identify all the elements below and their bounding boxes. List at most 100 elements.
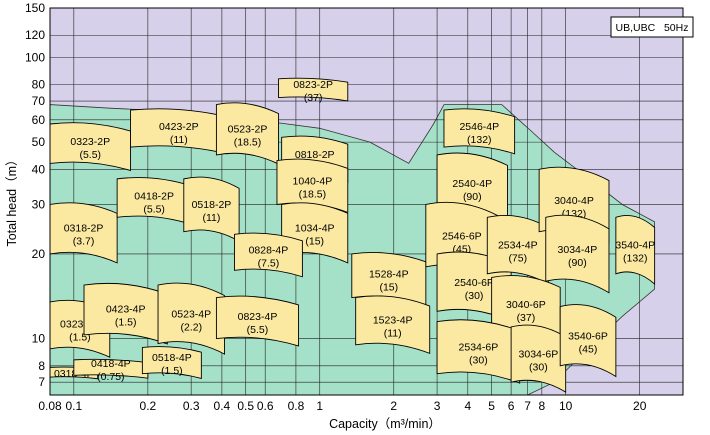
x-tick-label: 0.3 xyxy=(183,399,200,413)
model-label: 1034-4P xyxy=(295,223,335,235)
model-label: 0518-4P xyxy=(152,352,192,364)
model-3540-4P: 3540-4P(132) xyxy=(615,214,656,285)
model-power: (30) xyxy=(469,354,488,366)
model-label: 2540-4P xyxy=(452,178,492,190)
y-tick-label: 50 xyxy=(32,135,46,149)
model-0518-2P: 0518-2P(11) xyxy=(183,176,240,243)
model-power: (5.5) xyxy=(143,204,165,216)
model-power: (132) xyxy=(467,134,492,146)
model-region xyxy=(615,214,656,285)
model-label: 2534-4P xyxy=(498,240,538,252)
model-label: 0828-4P xyxy=(249,245,289,257)
x-tick-label: 7 xyxy=(524,399,531,413)
model-power: (1.5) xyxy=(161,365,183,377)
model-2534-6P: 2534-6P(30) xyxy=(436,319,521,384)
model-label: 0423-4P xyxy=(106,304,146,316)
model-power: (11) xyxy=(384,327,402,339)
model-power: (18.5) xyxy=(234,136,261,148)
y-tick-label: 8 xyxy=(38,359,45,373)
legend-badge-box xyxy=(610,16,694,38)
model-label: 3040-6P xyxy=(506,299,546,311)
x-tick-label: 0.6 xyxy=(257,399,274,413)
x-tick-label: 5 xyxy=(488,399,495,413)
x-tick-label: 0.1 xyxy=(65,399,82,413)
x-tick-label: 0.4 xyxy=(214,399,231,413)
x-tick-label: 0.08 xyxy=(38,399,62,413)
y-tick-label: 120 xyxy=(25,28,45,42)
model-2546-4P: 2546-4P(132) xyxy=(443,108,516,155)
model-2534-4P: 2534-4P(75) xyxy=(486,215,549,285)
model-power: (90) xyxy=(568,257,587,269)
model-label: 3040-4P xyxy=(554,195,594,207)
model-power: (37) xyxy=(517,312,536,324)
model-1528-4P: 1528-4P(15) xyxy=(351,252,427,306)
model-region xyxy=(545,214,610,294)
model-label: 2546-6P xyxy=(442,230,482,242)
model-label: 0818-2P xyxy=(295,149,335,161)
model-region xyxy=(83,282,168,345)
model-label: 3034-6P xyxy=(519,349,559,361)
model-0523-2P: 0523-2P(18.5) xyxy=(215,102,280,165)
model-power: (11) xyxy=(170,134,188,146)
model-power: (2.2) xyxy=(180,322,202,334)
x-axis-label: Capacity（m³/min） xyxy=(329,417,441,431)
x-tick-label: 20 xyxy=(633,399,647,413)
legend-badge: UB,UBC 50Hz xyxy=(610,16,694,38)
model-3034-6P: 3034-6P(30) xyxy=(510,324,567,393)
y-tick-label: 150 xyxy=(25,1,45,15)
y-tick-label: 60 xyxy=(32,113,46,127)
model-1523-4P: 1523-4P(11) xyxy=(355,295,431,355)
model-power: (18.5) xyxy=(299,188,326,200)
model-region xyxy=(157,282,225,355)
model-0423-4P: 0423-4P(1.5) xyxy=(83,282,168,345)
y-axis-ticks: 7 8 10 20 30 40 50 60 70 80 100 120 150 xyxy=(25,1,45,389)
model-power: (45) xyxy=(579,344,598,356)
x-tick-label: 6 xyxy=(508,399,515,413)
model-0823-2P: 0823-2P(37) xyxy=(278,77,349,104)
model-power: (90) xyxy=(463,191,482,203)
model-label: 1523-4P xyxy=(373,314,413,326)
x-tick-label: 8 xyxy=(538,399,545,413)
model-region xyxy=(215,295,300,347)
model-power: (11) xyxy=(203,212,221,224)
x-tick-label: 3 xyxy=(434,399,441,413)
y-tick-label: 100 xyxy=(25,50,45,64)
model-0323-2P: 0323-2P(5.5) xyxy=(49,122,131,172)
model-0418-2P: 0418-2P(5.5) xyxy=(116,177,192,225)
model-0523-4P: 0523-4P(2.2) xyxy=(157,282,225,355)
model-label: 2546-4P xyxy=(459,121,499,133)
model-label: 0418-2P xyxy=(134,191,174,203)
y-tick-label: 80 xyxy=(32,78,46,92)
model-power: (132) xyxy=(623,253,648,265)
model-label: 0418-4P xyxy=(91,358,131,370)
model-label: 1040-4P xyxy=(293,175,333,187)
model-region xyxy=(355,295,431,355)
model-label: 0423-2P xyxy=(159,121,199,133)
model-0828-4P: 0828-4P(7.5) xyxy=(234,232,303,278)
model-power: (5.5) xyxy=(247,324,269,336)
x-tick-label: 2 xyxy=(390,399,397,413)
model-3034-4P: 3034-4P(90) xyxy=(545,214,610,294)
model-power: (1.5) xyxy=(115,317,137,329)
model-label: 2534-6P xyxy=(459,341,499,353)
model-power: (30) xyxy=(465,290,484,302)
model-region xyxy=(49,202,118,264)
model-label: 0823-2P xyxy=(293,79,333,91)
model-label: 0318-2P xyxy=(64,223,104,235)
x-tick-label: 0.2 xyxy=(140,399,157,413)
model-power: (7.5) xyxy=(258,258,280,270)
model-label: 3034-4P xyxy=(558,244,598,256)
x-axis-ticks: 0.08 0.1 0.2 0.3 0.4 0.5 0.6 0.8 1 2 3 4 5 6 7 8 10 20 xyxy=(38,399,646,413)
x-tick-label: 0.5 xyxy=(237,399,254,413)
model-region xyxy=(234,232,303,278)
model-label: 0323-2P xyxy=(70,136,110,148)
model-label: 3540-6P xyxy=(568,331,608,343)
model-curves: 0318-4P0418-4P(0.75)0518-4P(1.5)0323-4P(… xyxy=(49,77,656,393)
model-region xyxy=(443,108,516,155)
y-tick-label: 40 xyxy=(32,162,46,176)
y-tick-label: 70 xyxy=(32,94,46,108)
model-power: (75) xyxy=(508,253,527,265)
y-axis-label: Total head（m） xyxy=(5,153,19,246)
y-tick-label: 30 xyxy=(32,197,46,211)
